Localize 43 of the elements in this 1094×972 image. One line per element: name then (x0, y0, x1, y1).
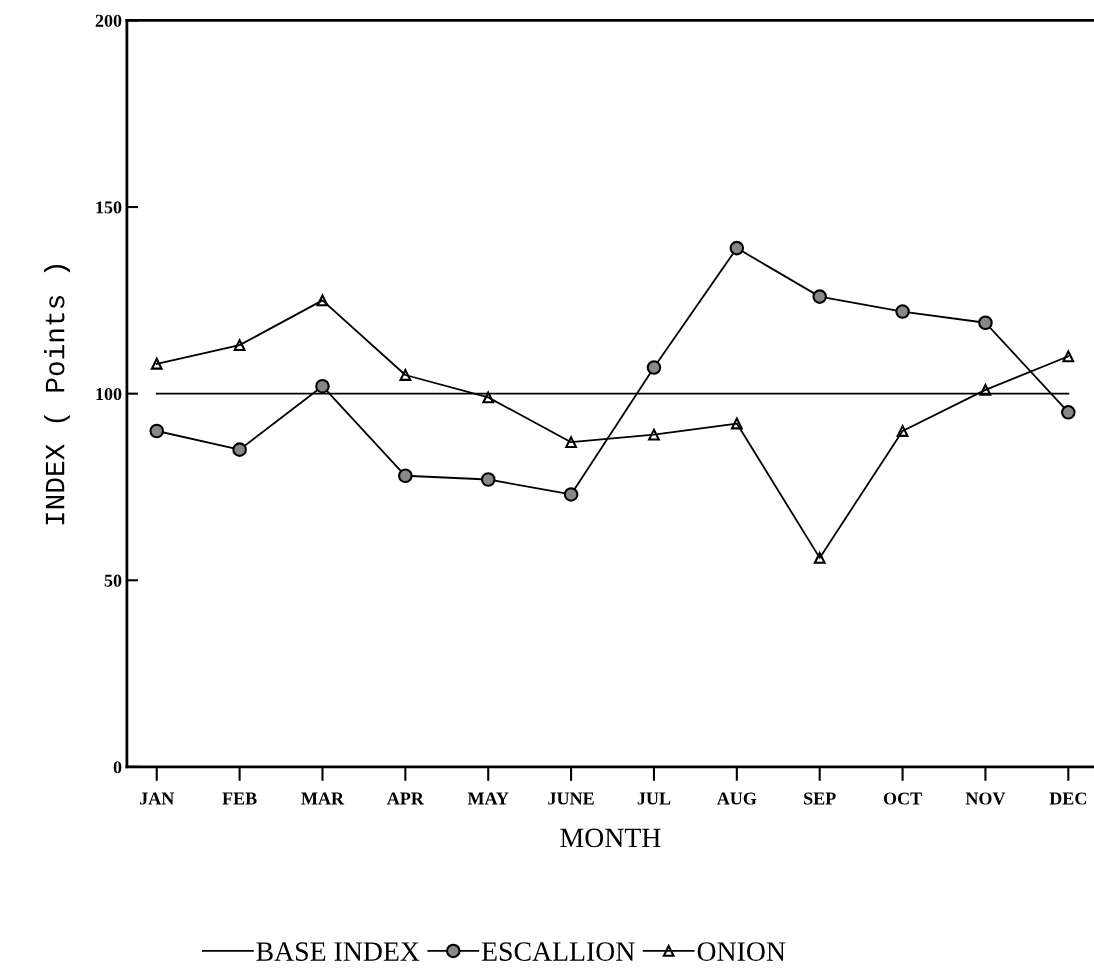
x-tick-label: FEB (222, 792, 257, 805)
point (482, 391, 495, 404)
x-tick-label: JUL (637, 792, 671, 805)
point (1062, 350, 1075, 363)
point (233, 339, 246, 352)
point (729, 240, 745, 256)
y-tick-label: 0 (113, 761, 122, 774)
x-tick-label: AUG (716, 792, 757, 805)
x-tick-label: JUNE (548, 792, 594, 805)
point (480, 472, 496, 487)
point (1061, 405, 1076, 420)
x-tick-label: NOV (965, 792, 1006, 805)
point (150, 357, 163, 370)
legend-label: ESCALLION (481, 942, 635, 961)
point (813, 551, 826, 564)
y-tick-label: 100 (96, 387, 122, 401)
x-tick-label: SEP (804, 792, 836, 805)
x-axis-title: MONTH (560, 828, 661, 848)
point (978, 315, 993, 331)
y-tick-label: 200 (95, 14, 122, 27)
point (648, 428, 660, 441)
point (232, 442, 247, 457)
point (563, 487, 579, 502)
point (646, 360, 662, 375)
point (565, 436, 577, 449)
point (730, 417, 743, 430)
y-tick-label: 50 (104, 574, 122, 587)
point (895, 304, 910, 319)
x-tick-label: OCT (883, 792, 922, 805)
point (149, 423, 165, 439)
x-tick-label: MAR (301, 792, 345, 805)
x-tick-label: DEC (1049, 792, 1086, 805)
x-tick-label: APR (386, 792, 425, 805)
y-tick-label: 150 (96, 201, 122, 214)
point (398, 468, 413, 484)
x-tick-label: JAN (139, 792, 175, 805)
point (315, 378, 330, 394)
y-axis-title: INDEX ( Points ) (44, 264, 70, 525)
point (812, 289, 827, 304)
x-tick-label: MAY (467, 792, 509, 805)
legend-label: ONION (697, 942, 786, 961)
legend-label: BASE INDEX (256, 942, 420, 961)
point (316, 294, 329, 307)
